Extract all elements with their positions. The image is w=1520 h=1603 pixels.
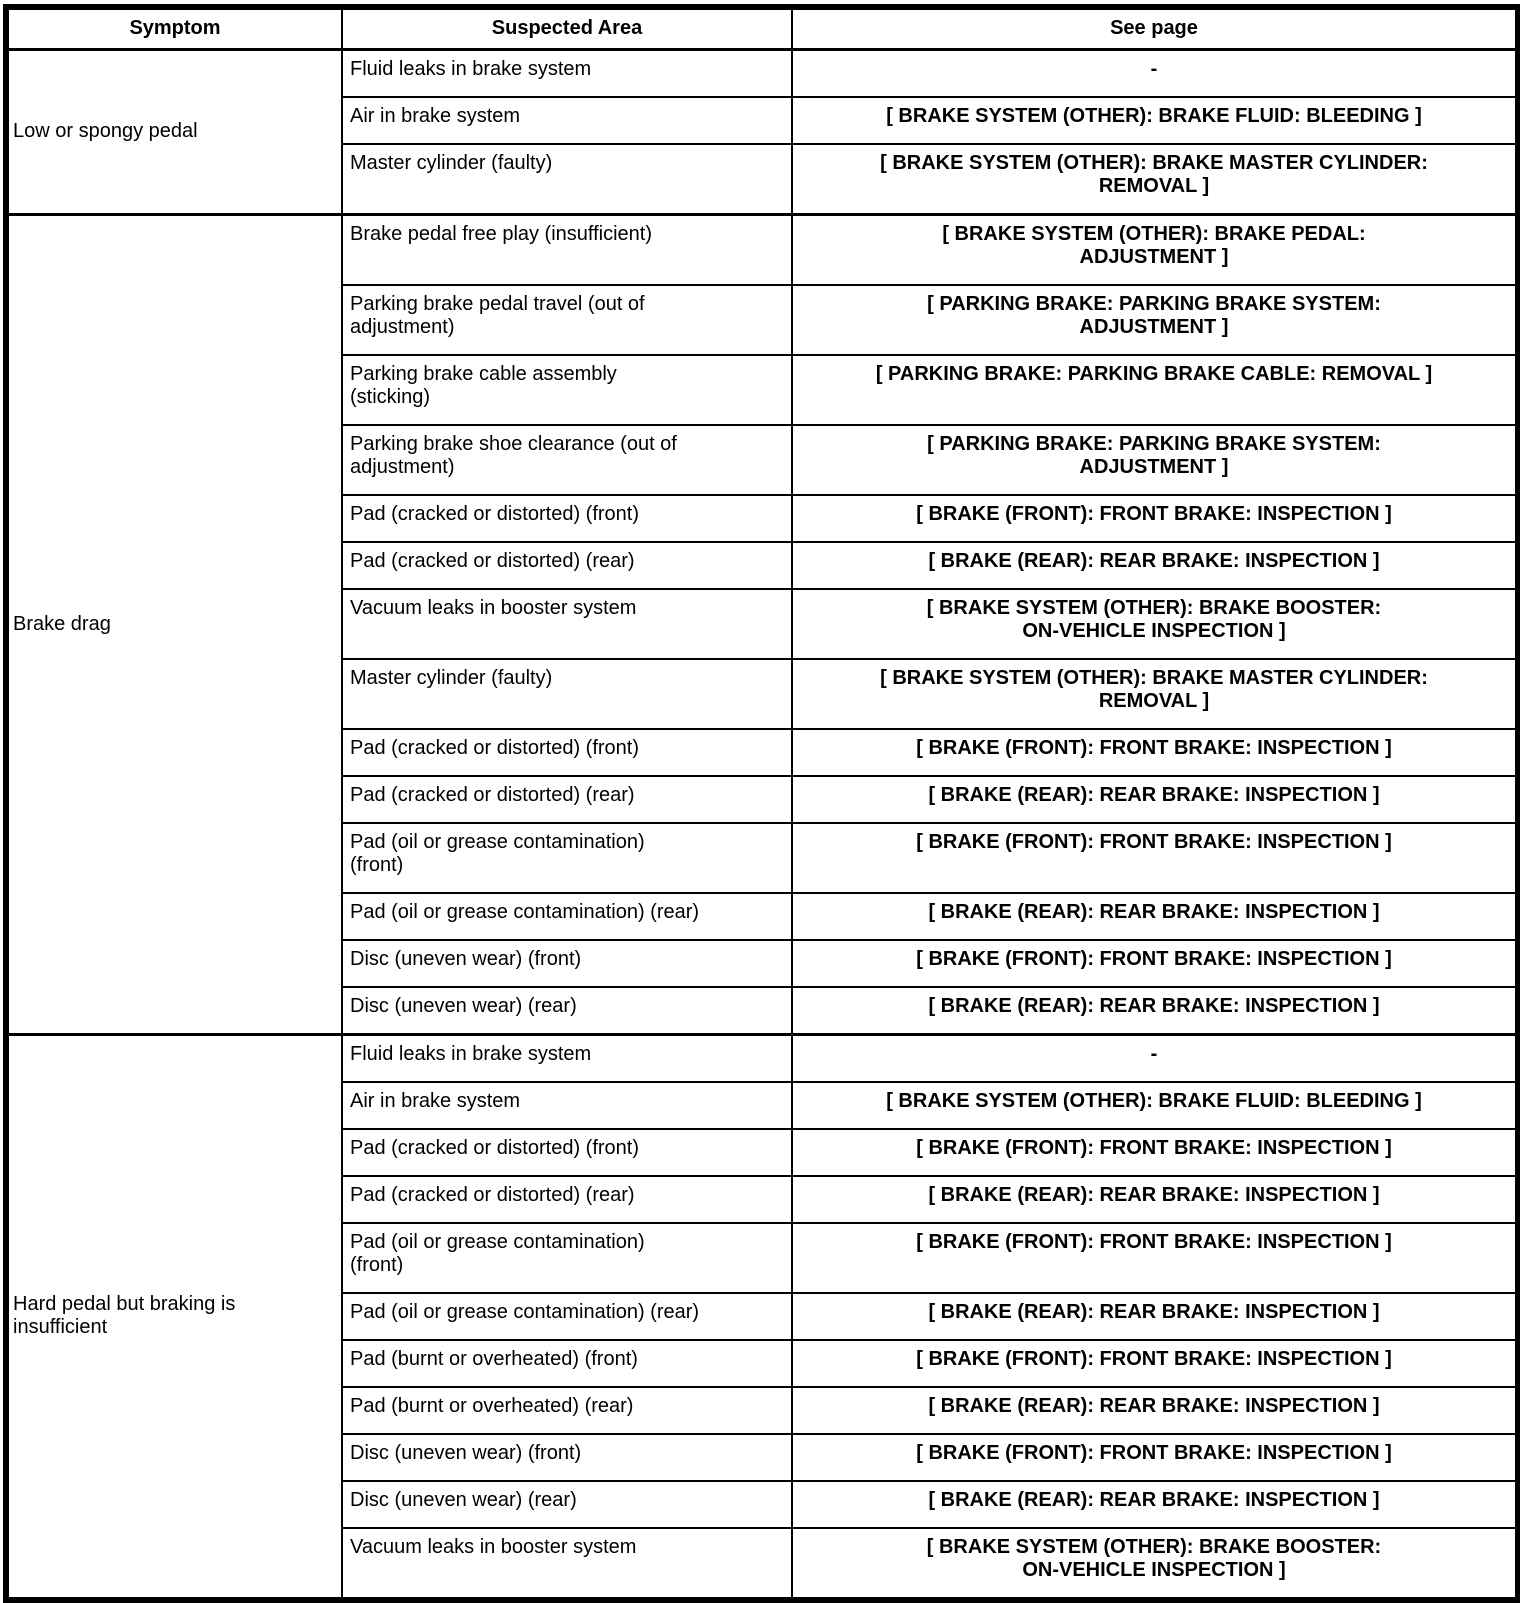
see-page-cell: [ BRAKE (FRONT): FRONT BRAKE: INSPECTION… — [791, 493, 1519, 543]
symptom-cell: Brake drag — [5, 212, 343, 1035]
see-page-cell: [ PARKING BRAKE: PARKING BRAKE SYSTEM: A… — [791, 423, 1519, 496]
table-row: Pad (cracked or distorted) (rear)[ BRAKE… — [6, 540, 1519, 590]
symptom-cell: Low or spongy pedal — [5, 47, 343, 215]
table-row: Air in brake system[ BRAKE SYSTEM (OTHER… — [6, 95, 1519, 145]
table-row: Master cylinder (faulty)[ BRAKE SYSTEM (… — [6, 142, 1519, 215]
table-row: Pad (burnt or overheated) (rear)[ BRAKE … — [6, 1385, 1519, 1435]
table-row: Pad (cracked or distorted) (front)[ BRAK… — [6, 493, 1519, 543]
suspected-area-cell: Air in brake system — [341, 1080, 793, 1130]
suspected-area-cell: Pad (cracked or distorted) (rear) — [341, 540, 793, 590]
see-page-cell: [ BRAKE (FRONT): FRONT BRAKE: INSPECTION… — [791, 727, 1519, 777]
suspected-area-cell: Fluid leaks in brake system — [341, 47, 793, 98]
see-page-cell: [ BRAKE (FRONT): FRONT BRAKE: INSPECTION… — [791, 1221, 1519, 1294]
table-row: Pad (oil or grease contamination) (front… — [6, 1221, 1519, 1294]
see-page-cell: [ BRAKE (REAR): REAR BRAKE: INSPECTION ] — [791, 1174, 1519, 1224]
suspected-area-cell: Brake pedal free play (insufficient) — [341, 212, 793, 286]
suspected-area-cell: Pad (oil or grease contamination) (front… — [341, 1221, 793, 1294]
see-page-cell: [ BRAKE SYSTEM (OTHER): BRAKE BOOSTER: O… — [791, 587, 1519, 660]
see-page-cell: [ BRAKE (REAR): REAR BRAKE: INSPECTION ] — [791, 1291, 1519, 1341]
see-page-cell: [ BRAKE SYSTEM (OTHER): BRAKE BOOSTER: O… — [791, 1526, 1519, 1601]
suspected-area-cell: Parking brake pedal travel (out of adjus… — [341, 283, 793, 356]
see-page-cell: [ BRAKE SYSTEM (OTHER): BRAKE PEDAL: ADJ… — [791, 212, 1519, 286]
suspected-area-cell: Pad (oil or grease contamination) (rear) — [341, 1291, 793, 1341]
suspected-area-cell: Parking brake shoe clearance (out of adj… — [341, 423, 793, 496]
see-page-cell: - — [791, 47, 1519, 98]
table-header-row: Symptom Suspected Area See page — [5, 6, 1519, 50]
table-row: Low or spongy pedal Fluid leaks in brake … — [5, 47, 1519, 215]
symptom-cell: Hard pedal but braking is insufficient — [5, 1032, 343, 1601]
suspected-area-cell: Disc (uneven wear) (front) — [341, 938, 793, 988]
table-row: Master cylinder (faulty)[ BRAKE SYSTEM (… — [6, 657, 1519, 730]
see-page-cell: [ BRAKE SYSTEM (OTHER): BRAKE MASTER CYL… — [791, 142, 1519, 215]
table-row: Disc (uneven wear) (front)[ BRAKE (FRONT… — [6, 1432, 1519, 1482]
see-page-cell: [ BRAKE SYSTEM (OTHER): BRAKE FLUID: BLE… — [791, 1080, 1519, 1130]
column-header-suspected-area: Suspected Area — [341, 6, 793, 50]
table-row: Disc (uneven wear) (rear)[ BRAKE (REAR):… — [6, 1479, 1519, 1529]
table-row: Pad (oil or grease contamination) (front… — [6, 821, 1519, 894]
table-row: Brake drag Brake pedal free play (insuffi… — [5, 212, 1519, 1035]
suspected-area-cell: Pad (cracked or distorted) (front) — [341, 727, 793, 777]
see-page-cell: [ BRAKE (REAR): REAR BRAKE: INSPECTION ] — [791, 774, 1519, 824]
see-page-cell: [ BRAKE SYSTEM (OTHER): BRAKE FLUID: BLE… — [791, 95, 1519, 145]
see-page-cell: [ BRAKE (REAR): REAR BRAKE: INSPECTION ] — [791, 1385, 1519, 1435]
suspected-area-cell: Fluid leaks in brake system — [341, 1032, 793, 1083]
see-page-cell: [ BRAKE (REAR): REAR BRAKE: INSPECTION ] — [791, 1479, 1519, 1529]
suspected-area-cell: Pad (cracked or distorted) (front) — [341, 1127, 793, 1177]
suspected-area-cell: Master cylinder (faulty) — [341, 142, 793, 215]
suspected-area-cell: Parking brake cable assembly (sticking) — [341, 353, 793, 426]
table-row: Disc (uneven wear) (rear)[ BRAKE (REAR):… — [6, 985, 1519, 1035]
suspected-area-cell: Vacuum leaks in booster system — [341, 1526, 793, 1601]
column-header-see-page: See page — [791, 6, 1519, 50]
suspected-area-cell: Pad (cracked or distorted) (rear) — [341, 774, 793, 824]
see-page-cell: [ BRAKE (FRONT): FRONT BRAKE: INSPECTION… — [791, 1338, 1519, 1388]
table-row: Air in brake system[ BRAKE SYSTEM (OTHER… — [6, 1080, 1519, 1130]
table-row: Pad (cracked or distorted) (front)[ BRAK… — [6, 1127, 1519, 1177]
symptom-troubleshooting-table: Symptom Suspected Area See page Low or s… — [3, 4, 1520, 1603]
suspected-area-cell: Air in brake system — [341, 95, 793, 145]
table-row: Hard pedal but braking is insufficient Fl… — [5, 1032, 1519, 1601]
table-row: Pad (burnt or overheated) (front)[ BRAKE… — [6, 1338, 1519, 1388]
suspected-area-cell: Disc (uneven wear) (rear) — [341, 985, 793, 1035]
table-body: Low or spongy pedal Fluid leaks in brake … — [5, 47, 1519, 1601]
see-page-cell: [ BRAKE (REAR): REAR BRAKE: INSPECTION ] — [791, 985, 1519, 1035]
column-header-symptom: Symptom — [5, 6, 343, 50]
table-row: Pad (cracked or distorted) (rear)[ BRAKE… — [6, 1174, 1519, 1224]
suspected-area-cell: Disc (uneven wear) (front) — [341, 1432, 793, 1482]
see-page-cell: [ BRAKE (FRONT): FRONT BRAKE: INSPECTION… — [791, 938, 1519, 988]
see-page-cell: [ BRAKE (FRONT): FRONT BRAKE: INSPECTION… — [791, 1432, 1519, 1482]
table-row: Pad (oil or grease contamination) (rear)… — [6, 891, 1519, 941]
suspected-area-cell: Master cylinder (faulty) — [341, 657, 793, 730]
see-page-cell: [ PARKING BRAKE: PARKING BRAKE CABLE: RE… — [791, 353, 1519, 426]
table-row: Parking brake shoe clearance (out of adj… — [6, 423, 1519, 496]
see-page-cell: - — [791, 1032, 1519, 1083]
troubleshooting-page: Symptom Suspected Area See page Low or s… — [3, 4, 1520, 1603]
suspected-area-cell: Pad (oil or grease contamination) (front… — [341, 821, 793, 894]
see-page-cell: [ BRAKE (FRONT): FRONT BRAKE: INSPECTION… — [791, 821, 1519, 894]
table-row: Vacuum leaks in booster system[ BRAKE SY… — [6, 587, 1519, 660]
table-row: Parking brake pedal travel (out of adjus… — [6, 283, 1519, 356]
suspected-area-cell: Pad (oil or grease contamination) (rear) — [341, 891, 793, 941]
suspected-area-cell: Vacuum leaks in booster system — [341, 587, 793, 660]
suspected-area-cell: Pad (burnt or overheated) (rear) — [341, 1385, 793, 1435]
see-page-cell: [ BRAKE (FRONT): FRONT BRAKE: INSPECTION… — [791, 1127, 1519, 1177]
table-row: Disc (uneven wear) (front)[ BRAKE (FRONT… — [6, 938, 1519, 988]
suspected-area-cell: Pad (cracked or distorted) (front) — [341, 493, 793, 543]
see-page-cell: [ BRAKE SYSTEM (OTHER): BRAKE MASTER CYL… — [791, 657, 1519, 730]
table-row: Pad (cracked or distorted) (front)[ BRAK… — [6, 727, 1519, 777]
suspected-area-cell: Pad (burnt or overheated) (front) — [341, 1338, 793, 1388]
table-row: Pad (oil or grease contamination) (rear)… — [6, 1291, 1519, 1341]
see-page-cell: [ PARKING BRAKE: PARKING BRAKE SYSTEM: A… — [791, 283, 1519, 356]
table-row: Pad (cracked or distorted) (rear)[ BRAKE… — [6, 774, 1519, 824]
see-page-cell: [ BRAKE (REAR): REAR BRAKE: INSPECTION ] — [791, 540, 1519, 590]
suspected-area-cell: Pad (cracked or distorted) (rear) — [341, 1174, 793, 1224]
see-page-cell: [ BRAKE (REAR): REAR BRAKE: INSPECTION ] — [791, 891, 1519, 941]
table-row: Parking brake cable assembly (sticking)[… — [6, 353, 1519, 426]
suspected-area-cell: Disc (uneven wear) (rear) — [341, 1479, 793, 1529]
